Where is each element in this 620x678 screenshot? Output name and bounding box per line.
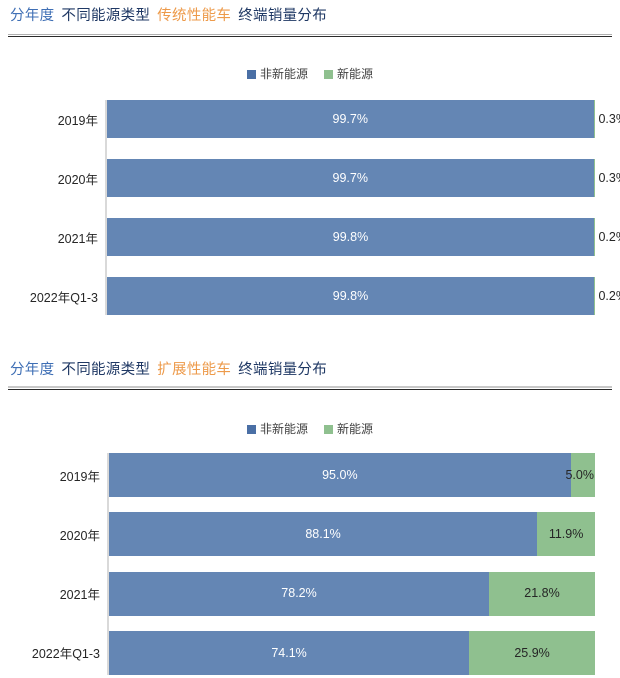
bar-value-label: 0.2% [598,288,620,303]
category-label-2021: 2021年 [57,231,98,246]
bar-value-label: 99.8% [332,229,369,244]
bar-track-2021: 99.8% 0.2% [107,218,620,256]
legend-item-non-new-energy[interactable]: 非新能源 [246,422,308,436]
bar-segment-non-new-energy[interactable]: 95.0% [109,453,571,497]
legend-label-new-energy: 新能源 [337,422,374,436]
category-label-2022q1-3: 2022年Q1-3 [29,290,98,305]
bar-value-label: 21.8% [524,586,560,601]
legend-label-non-new-energy: 非新能源 [259,422,308,436]
bar-value-label: 88.1% [305,527,341,542]
title-divider-extended [8,386,612,390]
bar-value-label: 0.3% [598,111,620,126]
legend-traditional: 非新能源 新能源 [0,67,620,81]
legend-item-new-energy[interactable]: 新能源 [324,68,373,80]
bar-value-label: 99.8% [332,288,369,303]
bar-track-2022q1-3: 74.1% 25.9% [109,630,595,675]
table-row[interactable]: 2020年 99.7% 0.3% [0,159,620,197]
bar-track-2019: 95.0% 5.0% [109,453,595,497]
bar-segment-new-energy[interactable]: 0.2% [594,277,620,315]
category-label-2020: 2020年 [57,172,98,187]
legend-swatch-green-icon [324,424,333,434]
table-row[interactable]: 2022年Q1-3 99.8% 0.2% [0,277,620,315]
bar-value-label: 0.2% [598,229,620,244]
bar-track-2020: 99.7% 0.3% [107,159,620,197]
bar-value-label: 78.2% [281,586,317,601]
bar-track-2021: 78.2% 21.8% [109,571,595,616]
page-title-extended: 分年度 不同能源类型 扩展性能车 终端销量分布 [10,363,327,378]
bar-segment-new-energy[interactable]: 5.0% [565,453,595,497]
bar-track-2019: 99.7% 0.3% [107,100,620,138]
table-row[interactable]: 2021年 78.2% 21.8% [0,571,620,616]
bar-value-label: 99.7% [332,170,368,185]
table-row[interactable]: 2019年 99.7% 0.3% [0,100,620,138]
bar-value-label: 95.0% [322,467,358,482]
bar-segment-non-new-energy[interactable]: 99.7% [107,159,594,197]
chart-extended: 2019年 95.0% 5.0% 2020年 88.1% [0,453,620,675]
table-row[interactable]: 2022年Q1-3 74.1% 25.9% [0,630,620,675]
legend-label-non-new-energy: 非新能源 [259,67,308,81]
title-part-metric: 终端销量分布 [238,362,328,378]
title-part-period: 分年度 [10,362,55,378]
bar-segment-new-energy[interactable]: 25.9% [469,630,595,675]
bar-segment-non-new-energy[interactable]: 88.1% [109,512,538,557]
category-label-2022q1-3: 2022年Q1-3 [31,647,100,662]
bar-segment-non-new-energy[interactable]: 99.8% [107,277,595,315]
bar-value-label: 74.1% [271,645,307,660]
legend-extended: 非新能源 新能源 [0,422,620,436]
section-traditional: 分年度 不同能源类型 传统性能车 终端销量分布 非新能源 新能源 2019年 99.7… [0,9,620,315]
bar-track-2022q1-3: 99.8% 0.2% [107,277,620,315]
bar-value-label: 0.3% [598,170,620,185]
table-row[interactable]: 2021年 99.8% 0.2% [0,218,620,256]
category-label-2019: 2019年 [57,113,98,128]
category-label-2021: 2021年 [59,588,100,603]
legend-item-new-energy[interactable]: 新能源 [324,423,373,435]
table-row[interactable]: 2019年 95.0% 5.0% [0,453,620,497]
bar-value-label: 99.7% [332,111,368,126]
bar-segment-non-new-energy[interactable]: 74.1% [109,630,470,675]
bar-segment-new-energy[interactable]: 0.3% [593,100,620,138]
title-part-period: 分年度 [10,8,55,24]
category-label-2019: 2019年 [59,469,100,484]
bar-value-label: 25.9% [514,645,550,660]
bar-track-2020: 88.1% 11.9% [109,512,595,557]
legend-swatch-blue-icon [246,69,256,79]
bar-segment-non-new-energy[interactable]: 99.8% [107,218,595,256]
bar-segment-new-energy[interactable]: 11.9% [537,512,595,557]
title-part-category: 不同能源类型 [61,362,151,378]
bar-segment-non-new-energy[interactable]: 78.2% [109,571,490,616]
legend-swatch-green-icon [324,69,333,79]
bar-value-label: 5.0% [565,467,594,482]
title-part-category: 不同能源类型 [61,8,151,24]
title-part-highlight: 扩展性能车 [157,362,232,378]
bar-value-label: 11.9% [548,527,584,542]
legend-label-new-energy: 新能源 [337,67,374,81]
bar-segment-new-energy[interactable]: 0.2% [594,218,620,256]
section-extended: 分年度 不同能源类型 扩展性能车 终端销量分布 非新能源 新能源 2019年 95.0… [0,355,620,678]
category-label-2020: 2020年 [59,528,100,543]
chart-axis-line [105,100,107,315]
table-row[interactable]: 2020年 88.1% 11.9% [0,512,620,557]
title-divider-traditional [8,33,612,37]
chart-axis-line [107,453,109,675]
chart-traditional: 2019年 99.7% 0.3% 2020年 99.7% [0,100,620,315]
title-part-metric: 终端销量分布 [238,8,328,24]
title-part-highlight: 传统性能车 [157,8,232,24]
legend-item-non-new-energy[interactable]: 非新能源 [246,67,308,81]
page-title-traditional: 分年度 不同能源类型 传统性能车 终端销量分布 [10,9,327,24]
bar-segment-new-energy[interactable]: 21.8% [489,571,595,616]
legend-swatch-blue-icon [246,424,256,434]
bar-segment-new-energy[interactable]: 0.3% [593,159,620,197]
bar-segment-non-new-energy[interactable]: 99.7% [107,100,594,138]
